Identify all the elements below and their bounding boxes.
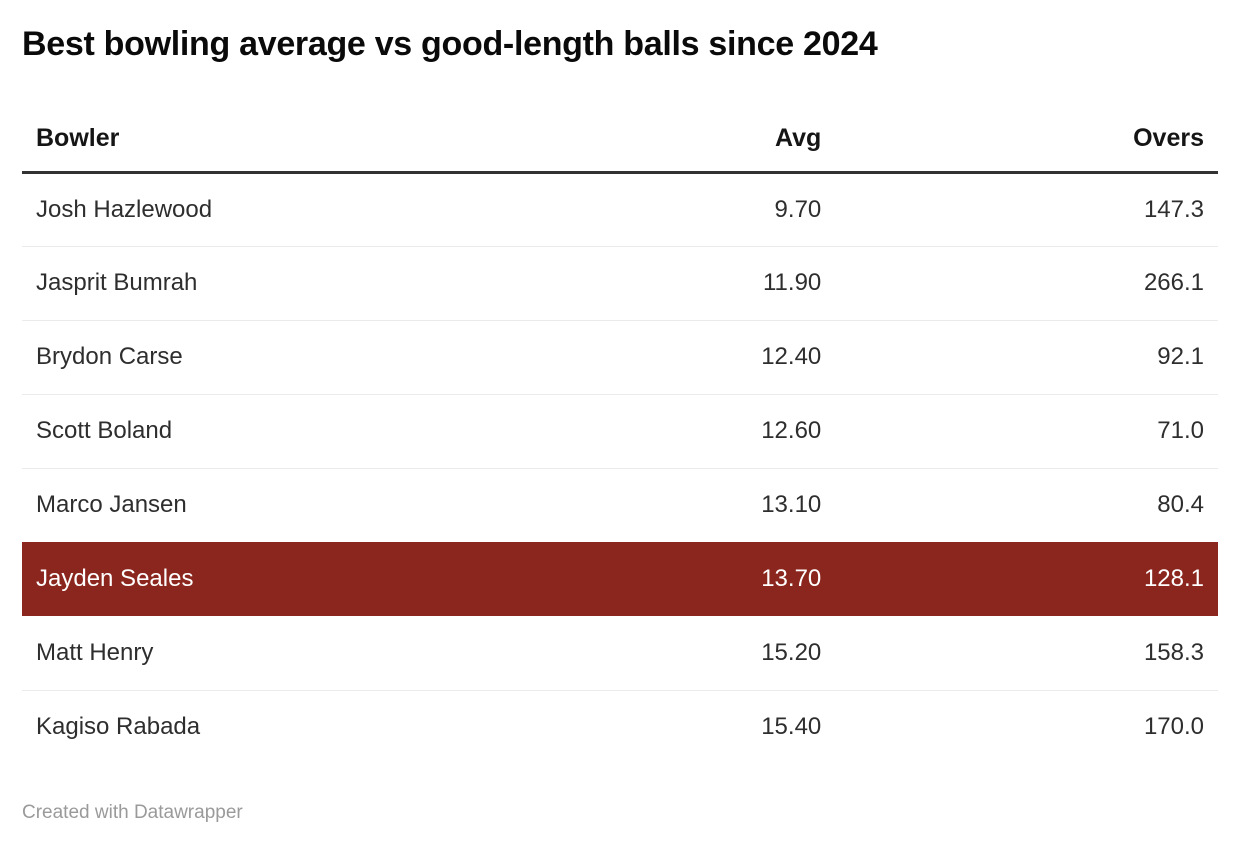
credit-line: Created with Datawrapper: [22, 802, 1218, 824]
table-row: Marco Jansen 13.10 80.4: [22, 468, 1218, 542]
bowler-cell: Jayden Seales: [36, 565, 194, 592]
page-title: Best bowling average vs good-length ball…: [22, 25, 878, 63]
bowler-cell: Matt Henry: [36, 638, 154, 666]
overs-cell: 266.1: [1143, 269, 1204, 296]
avg-cell: 15.40: [761, 713, 822, 741]
table-row: Jasprit Bumrah 11.90 266.1: [22, 246, 1218, 320]
avg-cell: 12.60: [761, 417, 822, 444]
avg-cell: 13.70: [761, 565, 822, 592]
chart-container: Best bowling average vs good-length ball…: [22, 25, 1218, 824]
bowler-cell: Kagiso Rabada: [36, 713, 201, 741]
overs-cell: 170.0: [1143, 713, 1204, 741]
overs-cell: 147.3: [1143, 195, 1204, 223]
avg-cell: 13.10: [761, 491, 822, 519]
column-header-overs: Overs: [1133, 123, 1204, 152]
table-row: Matt Henry 15.20 158.3: [22, 616, 1218, 690]
data-table: Bowler Avg Overs Josh Hazlewood 9.70 147.3…: [22, 106, 1218, 764]
table-row: Scott Boland 12.60 71.0: [22, 394, 1218, 468]
avg-cell: 9.70: [774, 195, 822, 223]
avg-cell: 12.40: [761, 343, 822, 370]
column-header-bowler: Bowler: [36, 123, 120, 152]
overs-cell: 128.1: [1143, 565, 1204, 592]
avg-cell: 15.20: [761, 638, 822, 666]
table-row: Jayden Seales 13.70 128.1: [22, 542, 1218, 616]
table-row: Brydon Carse 12.40 92.1: [22, 320, 1218, 394]
column-header-avg: Avg: [774, 123, 822, 152]
overs-cell: 80.4: [1157, 491, 1204, 519]
credit-text: Created with Datawrapper: [22, 802, 243, 823]
avg-cell: 11.90: [762, 269, 822, 296]
bowler-cell: Scott Boland: [36, 417, 173, 444]
overs-cell: 158.3: [1143, 638, 1204, 666]
bowler-cell: Josh Hazlewood: [36, 195, 213, 223]
overs-cell: 71.0: [1157, 417, 1204, 444]
table-row: Kagiso Rabada 15.40 170.0: [22, 690, 1218, 764]
bowler-cell: Marco Jansen: [36, 491, 187, 519]
table-row: Josh Hazlewood 9.70 147.3: [22, 172, 1218, 246]
overs-cell: 92.1: [1157, 343, 1204, 370]
bowler-cell: Jasprit Bumrah: [36, 269, 198, 296]
bowler-cell: Brydon Carse: [36, 343, 183, 370]
header-row: Bowler Avg Overs: [22, 106, 1218, 172]
